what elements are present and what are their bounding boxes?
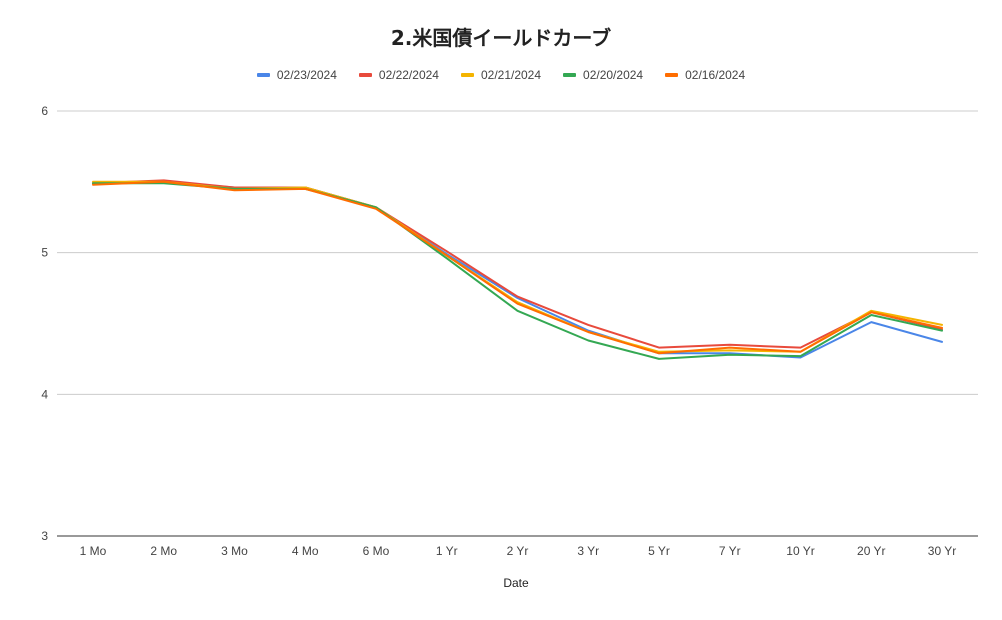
chart-legend: 02/23/2024 02/22/2024 02/21/2024 02/20/2024… bbox=[0, 68, 1002, 82]
x-tick-label: 4 Mo bbox=[292, 544, 319, 558]
series-lines bbox=[92, 179, 943, 360]
y-axis-ticks: 3 4 5 6 bbox=[41, 104, 48, 543]
series-line[interactable] bbox=[92, 182, 943, 360]
legend-label: 02/20/2024 bbox=[583, 68, 644, 82]
series-line[interactable] bbox=[92, 180, 943, 355]
legend-item[interactable]: 02/21/2024 bbox=[460, 68, 542, 82]
x-tick-label: 30 Yr bbox=[928, 544, 956, 558]
x-tick-label: 6 Mo bbox=[363, 544, 390, 558]
x-tick-label: 10 Yr bbox=[786, 544, 814, 558]
x-tick-label: 1 Yr bbox=[436, 544, 458, 558]
legend-label: 02/16/2024 bbox=[685, 68, 746, 82]
x-tick-label: 2 Yr bbox=[507, 544, 529, 558]
y-tick-label: 4 bbox=[41, 387, 48, 401]
legend-label: 02/21/2024 bbox=[480, 68, 542, 82]
legend-swatch bbox=[256, 73, 270, 77]
legend-item[interactable]: 02/20/2024 bbox=[563, 68, 643, 82]
series-line[interactable] bbox=[92, 180, 943, 359]
legend-item[interactable]: 02/23/2024 bbox=[256, 68, 337, 82]
legend-swatch bbox=[460, 73, 474, 77]
x-tick-label: 2 Mo bbox=[150, 544, 177, 558]
x-tick-label: 7 Yr bbox=[719, 544, 741, 558]
legend-swatch bbox=[358, 73, 372, 77]
x-tick-label: 3 Yr bbox=[577, 544, 599, 558]
x-axis-ticks: 1 Mo 2 Mo 3 Mo 4 Mo 6 Mo 1 Yr 2 Yr 3 Yr 5 Yr 7 Yr… bbox=[80, 544, 957, 558]
chart-title: 2.米国債イールドカーブ bbox=[390, 26, 612, 50]
legend-swatch bbox=[665, 73, 679, 77]
y-tick-label: 5 bbox=[41, 246, 48, 260]
y-tick-label: 6 bbox=[41, 104, 48, 118]
x-axis-title: Date bbox=[503, 576, 529, 590]
series-line[interactable] bbox=[92, 180, 943, 353]
legend-label: 02/23/2024 bbox=[276, 68, 337, 82]
x-tick-label: 20 Yr bbox=[857, 544, 885, 558]
legend-label: 02/22/2024 bbox=[378, 68, 439, 82]
x-tick-label: 1 Mo bbox=[80, 544, 107, 558]
x-tick-label: 5 Yr bbox=[648, 544, 670, 558]
y-tick-label: 3 bbox=[41, 529, 48, 543]
legend-swatch bbox=[563, 73, 577, 77]
gridlines bbox=[57, 110, 978, 537]
x-tick-label: 3 Mo bbox=[221, 544, 248, 558]
legend-item[interactable]: 02/16/2024 bbox=[665, 68, 745, 82]
legend-item[interactable]: 02/22/2024 bbox=[358, 68, 439, 82]
series-line[interactable] bbox=[92, 179, 943, 349]
